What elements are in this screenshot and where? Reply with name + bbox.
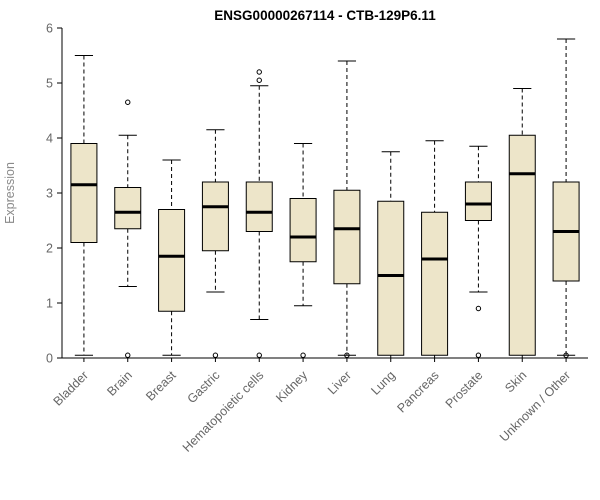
x-category-label: Gastric [185,368,223,406]
x-category-label: Hematopoietic cells [180,368,267,455]
iqr-box [245,181,273,232]
x-category-label: Breast [143,368,179,404]
iqr-box [421,211,449,356]
iqr-box [289,198,317,263]
outlier-point [475,352,482,358]
outlier-point [125,352,131,358]
y-tick-label: 5 [46,77,53,91]
plot-area: 0 1 2 3 4 5 6 Bladder Brain Breast GastricHematopo… [46,22,588,455]
iqr-box [508,134,536,356]
x-category-label: Pancreas [394,368,441,415]
y-tick-label: 6 [46,22,53,36]
x-category-label: Kidney [273,368,310,405]
outlier-point [300,352,306,358]
iqr-box [377,200,405,356]
x-category-label: Liver [325,368,354,397]
outlier-point [256,77,262,83]
y-tick-label: 0 [46,352,53,366]
iqr-box [114,187,142,230]
y-tick-label: 2 [46,242,53,256]
iqr-box [201,181,229,252]
y-tick-label: 4 [46,132,53,146]
y-axis-label: Expression [3,162,17,224]
iqr-box [70,143,98,243]
outlier-point [256,69,262,75]
x-category-label: Prostate [443,368,486,411]
outlier-point [344,352,350,358]
outlier-point [475,305,482,312]
outlier-point [212,352,219,358]
iqr-box [158,209,186,312]
y-tick-label: 3 [46,187,53,201]
x-category-label: Lung [368,368,398,398]
x-category-label: Skin [502,368,529,395]
x-category-label: Bladder [51,368,91,408]
chart-title: ENSG00000267114 - CTB-129P6.11 [214,8,436,23]
iqr-box [333,189,361,285]
x-category-label: Brain [104,368,135,399]
y-tick-label: 1 [46,297,53,311]
outlier-point [256,352,262,358]
iqr-box [464,181,492,221]
outlier-point [125,99,131,105]
outlier-point [563,352,569,358]
